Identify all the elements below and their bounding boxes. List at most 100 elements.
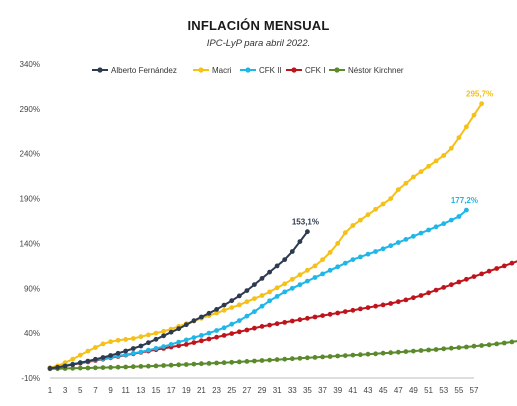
data-point (433, 287, 439, 293)
data-point (77, 365, 83, 371)
data-point (130, 364, 136, 370)
data-point (501, 340, 507, 346)
data-point (85, 348, 91, 354)
x-tick-label: 21 (197, 386, 206, 395)
x-tick-label: 31 (273, 386, 282, 395)
data-point (108, 339, 113, 345)
data-point (464, 276, 469, 282)
x-tick-label: 13 (136, 386, 145, 395)
data-point (183, 342, 189, 347)
data-point (62, 363, 68, 369)
data-point (282, 281, 288, 287)
data-point (259, 293, 265, 298)
data-point (411, 174, 416, 180)
data-point (229, 331, 235, 336)
data-point (191, 335, 197, 340)
data-point (85, 365, 91, 371)
data-point (161, 363, 167, 368)
data-point (93, 365, 98, 371)
data-point (214, 360, 220, 366)
x-tick-label: 55 (454, 386, 463, 395)
data-point (471, 343, 477, 349)
x-tick-label: 33 (288, 386, 297, 395)
data-point (433, 158, 439, 164)
data-point (426, 227, 431, 233)
data-point (320, 313, 325, 318)
data-point (380, 201, 386, 207)
data-point (214, 307, 220, 312)
legend-marker (198, 67, 204, 73)
data-point (123, 364, 129, 370)
y-tick-label: 140% (20, 239, 40, 248)
data-point (70, 356, 76, 362)
data-point (342, 260, 348, 266)
data-point (426, 290, 431, 296)
x-tick-label: 39 (333, 386, 342, 395)
data-point (479, 101, 484, 107)
data-point (312, 355, 318, 360)
data-point (448, 282, 454, 288)
data-point (130, 346, 136, 351)
data-point (388, 243, 394, 249)
series-line (49, 209, 468, 370)
data-point (320, 257, 325, 262)
data-point (305, 278, 310, 284)
data-point (441, 221, 447, 227)
x-tick-label: 1 (48, 386, 53, 395)
data-point (47, 365, 53, 371)
data-point (464, 124, 469, 130)
x-tick-label: 29 (258, 386, 267, 395)
data-point (305, 315, 310, 321)
y-tick-label: 40% (24, 329, 40, 338)
data-point (191, 318, 197, 324)
data-point (93, 356, 98, 362)
y-tick-label: 90% (24, 284, 40, 293)
data-point (161, 328, 167, 334)
data-point (183, 322, 189, 328)
data-point (282, 257, 288, 262)
data-point (267, 289, 272, 295)
x-tick-label: 19 (182, 386, 191, 395)
data-point (464, 207, 469, 213)
data-point (206, 310, 212, 316)
data-point (282, 320, 288, 325)
data-point (320, 354, 325, 360)
data-point (199, 333, 204, 338)
x-tick-label: 9 (108, 386, 113, 395)
data-point (77, 352, 83, 358)
data-point (365, 351, 371, 357)
data-point (388, 196, 394, 202)
data-point (335, 353, 341, 359)
end-value-label: 295,7% (466, 90, 493, 99)
legend-marker (334, 67, 340, 73)
data-point (350, 307, 356, 313)
data-point (282, 356, 288, 362)
data-point (108, 353, 113, 358)
y-tick-label: -10% (21, 374, 40, 383)
data-point (244, 299, 250, 305)
data-point (138, 364, 144, 369)
data-point (108, 365, 113, 370)
data-point (183, 362, 189, 367)
chart-title: INFLACIÓN MENSUAL (187, 18, 330, 33)
data-point (146, 363, 151, 369)
data-point (448, 217, 454, 223)
data-point (70, 362, 76, 367)
data-point (282, 289, 288, 295)
data-point (456, 214, 462, 219)
data-point (221, 325, 227, 331)
data-point (123, 352, 129, 358)
data-point (350, 257, 356, 262)
x-tick-label: 37 (318, 386, 327, 395)
series-line (49, 260, 517, 370)
legend-label: Macri (212, 66, 232, 75)
data-point (297, 282, 303, 288)
legend-marker (97, 67, 103, 73)
data-point (403, 180, 409, 186)
data-point (297, 272, 303, 278)
data-point (55, 364, 60, 370)
data-point (448, 145, 454, 151)
data-point (380, 350, 386, 356)
data-point (153, 330, 159, 336)
x-tick-label: 51 (424, 386, 433, 395)
